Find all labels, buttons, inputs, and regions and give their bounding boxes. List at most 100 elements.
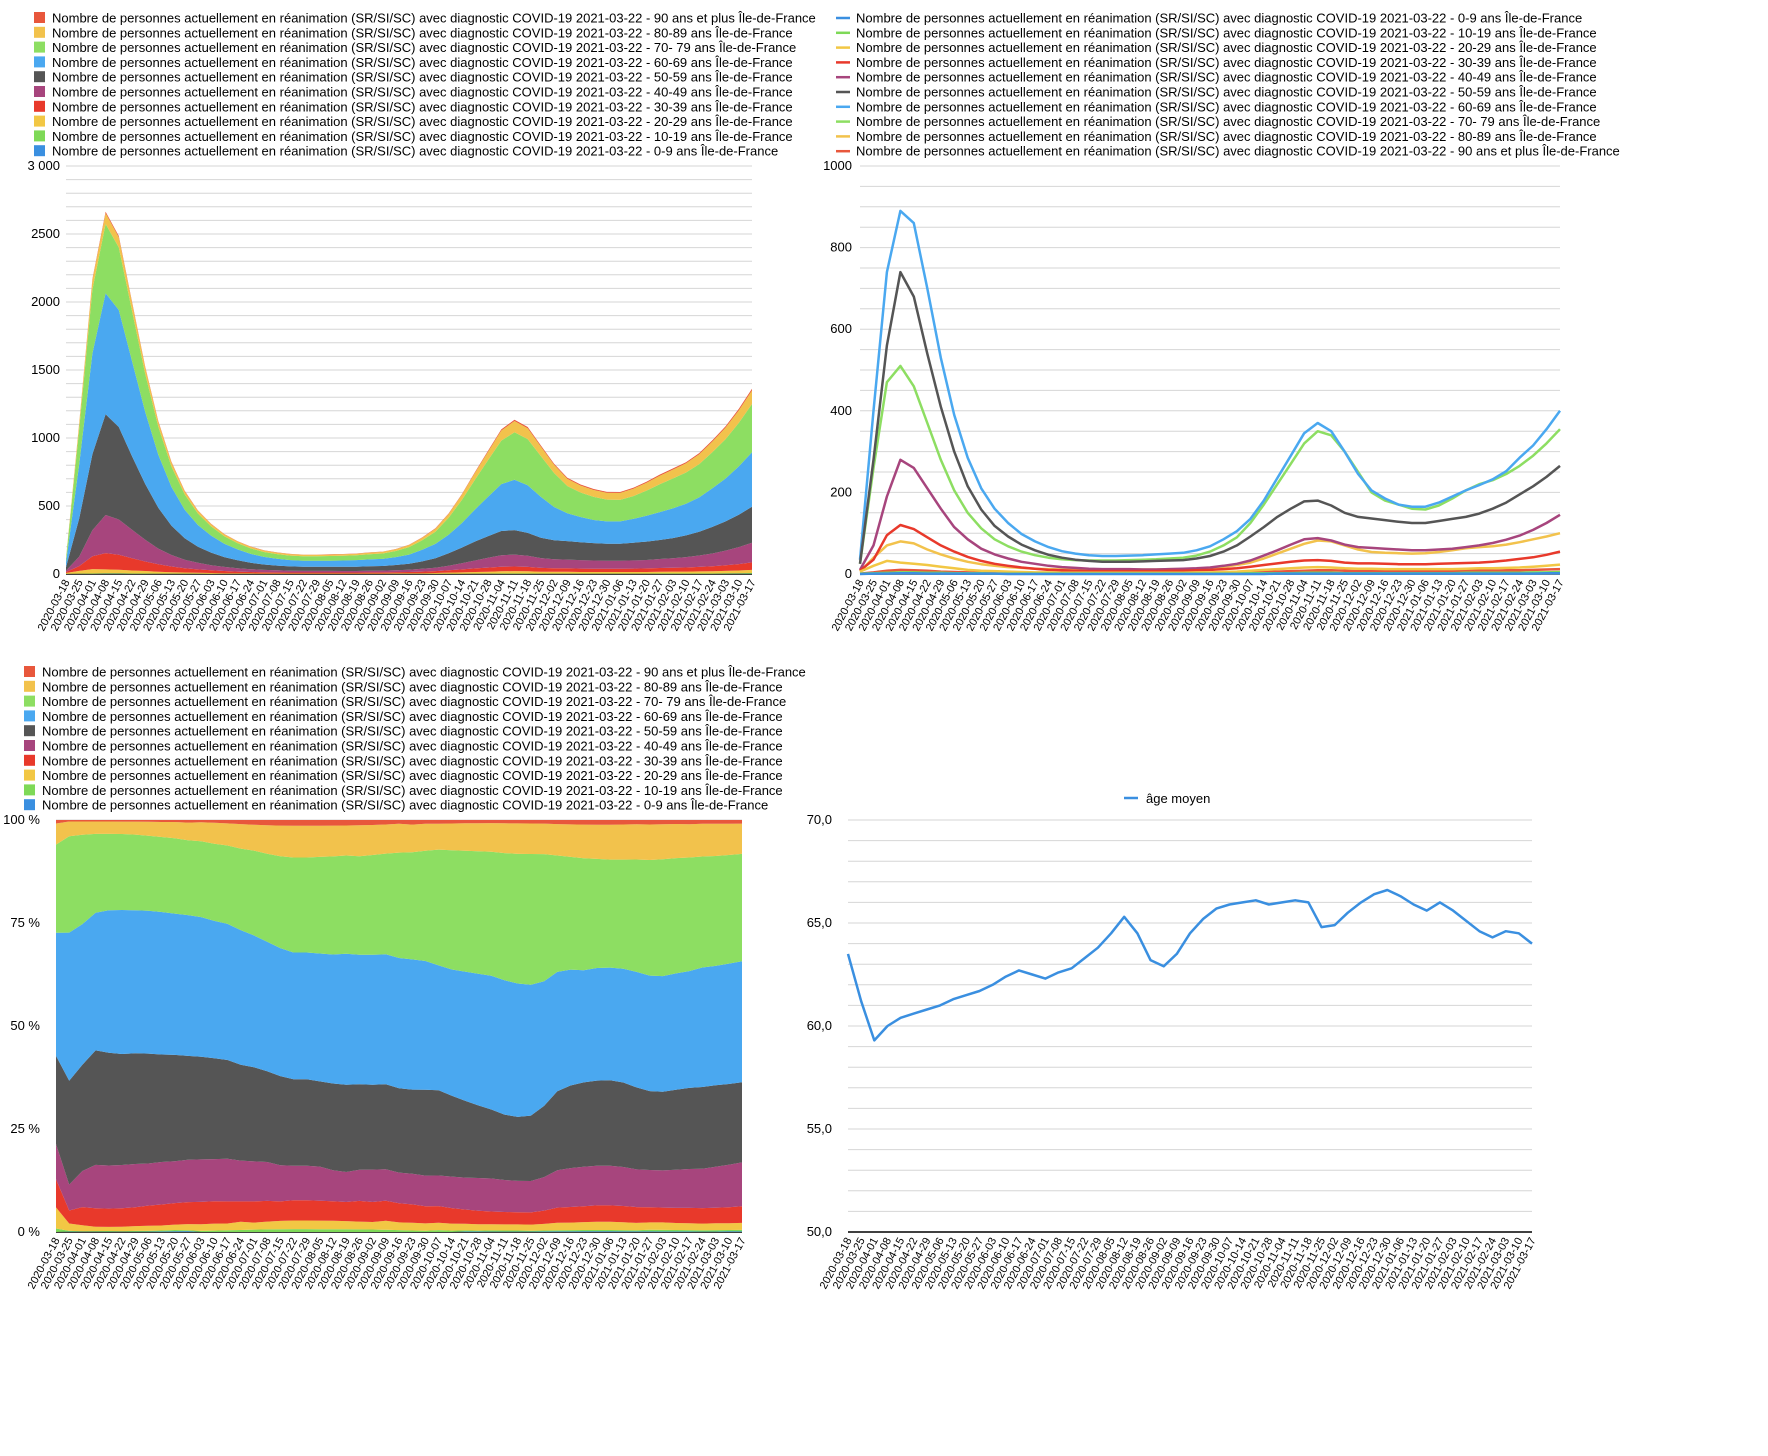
- legend-swatch: [24, 710, 35, 722]
- legend-label: Nombre de personnes actuellement en réan…: [856, 129, 1597, 144]
- pct-area-g4: [56, 1144, 742, 1213]
- legend-item: Nombre de personnes actuellement en réan…: [836, 85, 1597, 100]
- legend-item: Nombre de personnes actuellement en réan…: [34, 85, 793, 100]
- legend-item: Nombre de personnes actuellement en réan…: [836, 144, 1620, 159]
- legend-swatch: [24, 680, 35, 692]
- legend-item: Nombre de personnes actuellement en réan…: [34, 11, 816, 26]
- legend-swatch: [24, 769, 35, 781]
- legend-label: Nombre de personnes actuellement en réan…: [52, 129, 793, 144]
- legend-swatch: [34, 130, 45, 142]
- legend-label: Nombre de personnes actuellement en réan…: [42, 724, 783, 739]
- legend-swatch: [34, 26, 45, 38]
- legend-label: Nombre de personnes actuellement en réan…: [856, 40, 1597, 55]
- area-g3: [66, 553, 752, 574]
- legend-item: Nombre de personnes actuellement en réan…: [836, 40, 1597, 55]
- legend-label: Nombre de personnes actuellement en réan…: [52, 55, 793, 70]
- legend-swatch: [24, 784, 35, 796]
- line-chart: Nombre de personnes actuellement en réan…: [823, 11, 1620, 634]
- legend-label: Nombre de personnes actuellement en réan…: [42, 679, 783, 694]
- legend-swatch: [34, 71, 45, 83]
- legend-label: Nombre de personnes actuellement en réan…: [52, 99, 793, 114]
- legend-swatch: [24, 754, 35, 766]
- legend-swatch: [24, 695, 35, 707]
- line-g7: [858, 364, 1561, 564]
- legend-item: Nombre de personnes actuellement en réan…: [24, 665, 806, 680]
- y-tick-label: 1000: [823, 158, 852, 173]
- legend-swatch: [34, 145, 45, 157]
- legend-item: Nombre de personnes actuellement en réan…: [836, 70, 1597, 85]
- y-tick-label: 25 %: [10, 1121, 40, 1136]
- legend-item: Nombre de personnes actuellement en réan…: [836, 99, 1597, 114]
- legend-item: Nombre de personnes actuellement en réan…: [24, 753, 783, 768]
- legend-item: Nombre de personnes actuellement en réan…: [836, 11, 1582, 26]
- legend-swatch: [24, 666, 35, 677]
- legend-label: Nombre de personnes actuellement en réan…: [856, 85, 1597, 100]
- percent-area-chart: Nombre de personnes actuellement en réan…: [3, 665, 806, 1292]
- legend-item: âge moyen: [1124, 791, 1210, 806]
- legend-swatch: [24, 799, 35, 811]
- y-tick-label: 70,0: [807, 812, 832, 827]
- pct-area-g5: [56, 1050, 742, 1185]
- legend-label: Nombre de personnes actuellement en réan…: [42, 753, 783, 768]
- legend-label: Nombre de personnes actuellement en réan…: [52, 144, 778, 159]
- y-tick-label: 1000: [31, 430, 60, 445]
- age-line-chart: 50,055,060,065,070,02020-03-182020-03-25…: [807, 791, 1539, 1291]
- line-g6: [858, 209, 1562, 560]
- y-tick-label: 1500: [31, 362, 60, 377]
- legend-label: Nombre de personnes actuellement en réan…: [42, 709, 783, 724]
- pct-area-g0: [56, 1231, 742, 1232]
- y-tick-label: 50 %: [10, 1018, 40, 1033]
- legend-swatch: [34, 41, 45, 53]
- pct-area-g7: [56, 833, 742, 985]
- pct-area-g9: [56, 820, 742, 826]
- pct-area-g2: [56, 1207, 742, 1232]
- y-tick-label: 600: [830, 321, 852, 336]
- legend-swatch: [34, 12, 45, 23]
- legend-label: Nombre de personnes actuellement en réan…: [856, 11, 1582, 26]
- y-tick-label: 3 000: [27, 158, 60, 173]
- y-tick-label: 60,0: [807, 1018, 832, 1033]
- age-line: [846, 888, 1533, 1042]
- area-g4: [66, 515, 752, 573]
- legend-label: Nombre de personnes actuellement en réan…: [856, 70, 1597, 85]
- legend-swatch: [34, 115, 45, 127]
- area-g5: [66, 414, 752, 571]
- line-g3: [859, 523, 1561, 573]
- legend-label: Nombre de personnes actuellement en réan…: [856, 114, 1600, 129]
- y-tick-label: 2000: [31, 294, 60, 309]
- legend-item: Nombre de personnes actuellement en réan…: [34, 129, 793, 144]
- pct-area-g8: [56, 821, 742, 860]
- legend-item: Nombre de personnes actuellement en réan…: [24, 768, 783, 783]
- y-tick-label: 2500: [31, 226, 60, 241]
- legend-label: Nombre de personnes actuellement en réan…: [42, 739, 783, 754]
- y-tick-label: 500: [38, 498, 60, 513]
- y-tick-label: 75 %: [10, 915, 40, 930]
- pct-area-g6: [56, 910, 742, 1117]
- area-g1: [66, 573, 752, 574]
- legend-item: Nombre de personnes actuellement en réan…: [24, 798, 768, 813]
- legend-label: Nombre de personnes actuellement en réan…: [42, 798, 768, 813]
- y-tick-label: 800: [830, 240, 852, 255]
- stacked-area-chart: Nombre de personnes actuellement en réan…: [27, 11, 815, 634]
- legend-label: Nombre de personnes actuellement en réan…: [52, 25, 793, 40]
- legend-item: Nombre de personnes actuellement en réan…: [34, 99, 793, 114]
- legend-label: Nombre de personnes actuellement en réan…: [52, 40, 796, 55]
- legend-label: Nombre de personnes actuellement en réan…: [52, 85, 793, 100]
- legend-swatch: [34, 56, 45, 68]
- pct-area-g1: [56, 1228, 742, 1232]
- y-tick-label: 200: [830, 484, 852, 499]
- pct-area-g3: [56, 1179, 742, 1227]
- y-tick-label: 0: [845, 566, 852, 581]
- legend-label: Nombre de personnes actuellement en réan…: [42, 783, 783, 798]
- legend-label: Nombre de personnes actuellement en réan…: [856, 99, 1597, 114]
- legend-item: Nombre de personnes actuellement en réan…: [34, 70, 793, 85]
- legend-item: Nombre de personnes actuellement en réan…: [836, 55, 1597, 70]
- legend-item: Nombre de personnes actuellement en réan…: [24, 724, 783, 739]
- legend-item: Nombre de personnes actuellement en réan…: [24, 679, 783, 694]
- legend-label: Nombre de personnes actuellement en réan…: [856, 144, 1620, 159]
- legend-item: Nombre de personnes actuellement en réan…: [34, 144, 778, 159]
- legend-label: Nombre de personnes actuellement en réan…: [42, 665, 806, 680]
- legend-item: Nombre de personnes actuellement en réan…: [24, 694, 786, 709]
- line-g4: [858, 458, 1561, 571]
